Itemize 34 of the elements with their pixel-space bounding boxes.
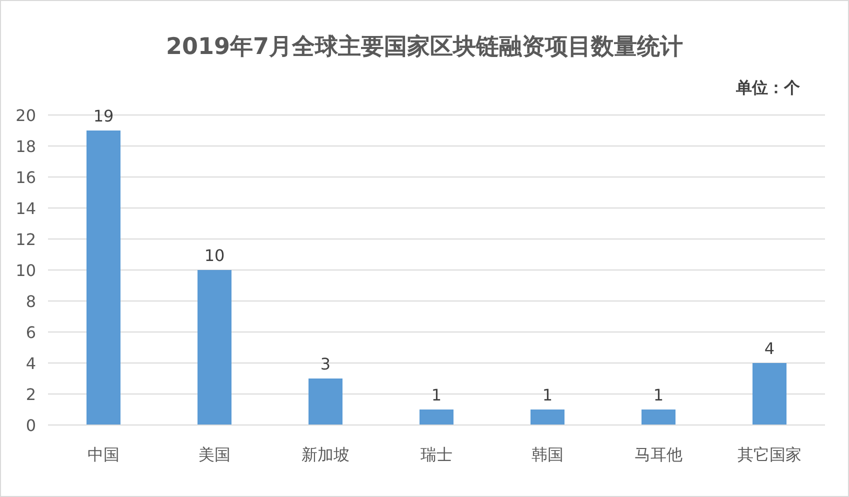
data-label: 19 xyxy=(93,106,114,126)
bar xyxy=(420,410,454,425)
chart-title: 2019年7月全球主要国家区块链融资项目数量统计 xyxy=(166,33,684,60)
y-tick-label: 0 xyxy=(26,416,36,435)
x-tick-label: 中国 xyxy=(88,445,120,464)
y-tick-label: 6 xyxy=(26,323,36,342)
bar xyxy=(308,378,342,425)
bar xyxy=(752,363,786,425)
bar xyxy=(530,410,564,425)
y-tick-label: 8 xyxy=(26,292,36,311)
data-label: 1 xyxy=(653,386,664,404)
y-tick-label: 14 xyxy=(16,199,36,218)
x-tick-label: 马耳他 xyxy=(634,445,682,464)
data-label: 10 xyxy=(204,246,225,265)
x-tick-label: 瑞士 xyxy=(420,445,452,464)
y-tick-label: 18 xyxy=(16,137,36,156)
x-tick-label: 其它国家 xyxy=(738,445,802,464)
data-label: 3 xyxy=(320,354,331,374)
x-tick-label: 韩国 xyxy=(532,445,564,464)
data-label: 4 xyxy=(764,339,775,358)
x-tick-label: 新加坡 xyxy=(302,445,350,464)
y-tick-label: 2 xyxy=(26,385,36,404)
y-tick-label: 12 xyxy=(16,230,36,249)
data-label: 1 xyxy=(431,386,442,404)
x-tick-label: 美国 xyxy=(198,445,230,464)
bar xyxy=(642,410,676,425)
y-tick-label: 10 xyxy=(16,261,36,280)
bar xyxy=(86,130,120,425)
y-tick-label: 4 xyxy=(26,354,36,373)
data-label: 1 xyxy=(542,386,553,404)
y-tick-label: 20 xyxy=(16,106,36,125)
bar xyxy=(198,270,232,425)
text: 单位：个 xyxy=(735,78,801,97)
y-tick-label: 16 xyxy=(16,168,36,187)
